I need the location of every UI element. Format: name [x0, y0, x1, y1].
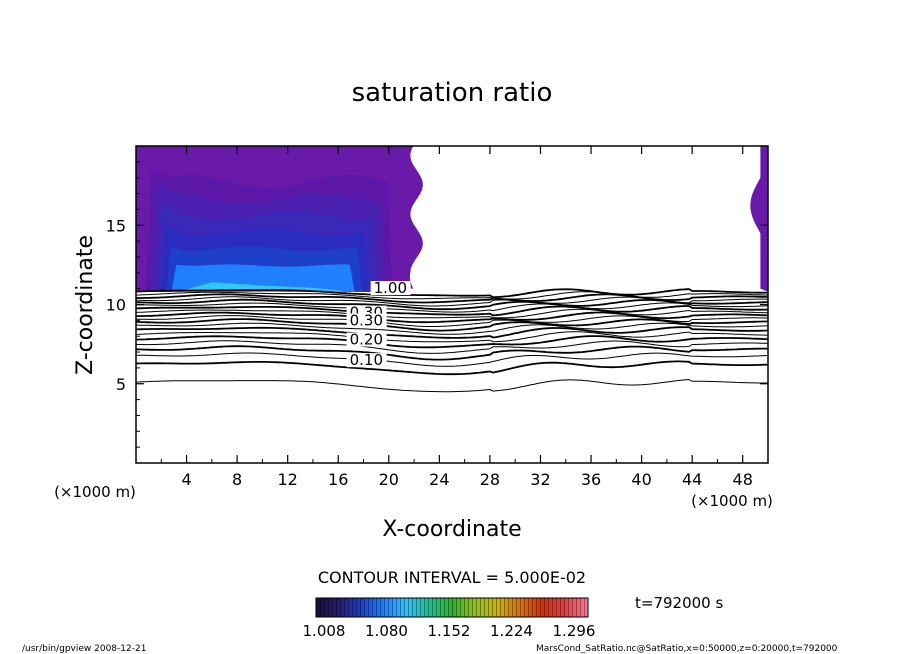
contour-line-0.95: [136, 291, 768, 300]
colorbar-tick-label: 1.224: [490, 622, 533, 640]
contour-line-0.65: [136, 308, 768, 319]
contour-label-bg: [346, 353, 387, 368]
x-tick-label: 24: [429, 470, 449, 489]
right-strip-region: [750, 146, 768, 292]
contour-line-0.25: [136, 340, 768, 354]
colorbar-ticks: 1.008 1.080 1.152 1.224 1.296: [303, 622, 596, 640]
plot-area: 1.000.300.300.200.10: [136, 146, 768, 393]
x-tick-label: 20: [379, 470, 399, 489]
x-tick-label: 44: [682, 470, 702, 489]
contour-label: 0.30: [350, 312, 383, 330]
y-ticks: 5 10 15: [106, 161, 768, 448]
x-tick-label: 36: [581, 470, 601, 489]
y-tick-label: 5: [116, 375, 126, 394]
x-tick-label: 28: [480, 470, 500, 489]
supersaturation-fill: [136, 146, 768, 292]
contour-line-0.35: [136, 331, 768, 343]
x-tick-label: 12: [278, 470, 298, 489]
contour-line-0.90: [136, 293, 768, 304]
colorbar-tick-label: 1.008: [303, 622, 346, 640]
contour-line-0.70: [136, 305, 768, 317]
footer-left: /usr/bin/gpview 2008-12-21: [22, 644, 146, 654]
contour-line-1.00: [136, 288, 768, 299]
x-tick-label: 16: [328, 470, 348, 489]
x-tick-label: 48: [733, 470, 753, 489]
chart-title: saturation ratio: [352, 78, 553, 108]
contour-line-0.50: [136, 318, 768, 332]
contour-line-0.60: [136, 311, 768, 324]
contour-label: 1.00: [374, 279, 407, 297]
contour-label: 0.10: [350, 351, 383, 369]
x-tick-label: 32: [530, 470, 550, 489]
x-tick-label: 8: [232, 470, 242, 489]
x-tick-label: 4: [181, 470, 191, 489]
contour-label-bg: [346, 313, 387, 328]
x-ticks: 4 8 12 16 20 24 28 32 36 40 44 48: [160, 146, 753, 489]
x-axis-label: X-coordinate: [382, 517, 521, 542]
contour-lines: [136, 288, 768, 393]
supersaturated-peak: [180, 282, 345, 292]
colorbar-tick-label: 1.152: [428, 622, 471, 640]
colorbar-tick-label: 1.080: [365, 622, 408, 640]
time-label: t=792000 s: [635, 594, 723, 612]
colorbar: [315, 597, 589, 618]
x-tick-label: 40: [631, 470, 651, 489]
contour-label: 0.20: [350, 331, 383, 349]
y-axis-label: Z-coordinate: [73, 235, 98, 375]
y-tick-label: 15: [106, 216, 126, 235]
contour-line-0.30: [136, 335, 768, 349]
contour-line-0.75: [136, 302, 768, 313]
contour-line-0.40: [136, 326, 768, 339]
contour-line-0.15: [136, 352, 768, 367]
contour-label-bg: [346, 332, 387, 347]
colorbar-stripes: [316, 598, 588, 617]
contour-line-0.45: [136, 322, 768, 335]
contour-labels: 1.000.300.300.200.10: [346, 279, 411, 369]
footer-right: MarsCond_SatRatio.nc@SatRatio,x=0:50000,…: [536, 644, 838, 654]
contour-line-0.10: [136, 360, 768, 376]
y-unit-label: (×1000 m): [54, 483, 136, 501]
contour-line-0.05: [136, 379, 768, 393]
contour-interval-text: CONTOUR INTERVAL = 5.000E-02: [318, 568, 586, 587]
y-tick-label: 10: [106, 296, 126, 315]
contour-label-bg: [370, 281, 411, 296]
colorbar-tick-label: 1.296: [553, 622, 596, 640]
contour-line-0.55: [136, 315, 768, 327]
colorbar-frame: [315, 597, 589, 618]
contour-line-0.20: [136, 345, 768, 361]
x-unit-label: (×1000 m): [691, 492, 773, 510]
